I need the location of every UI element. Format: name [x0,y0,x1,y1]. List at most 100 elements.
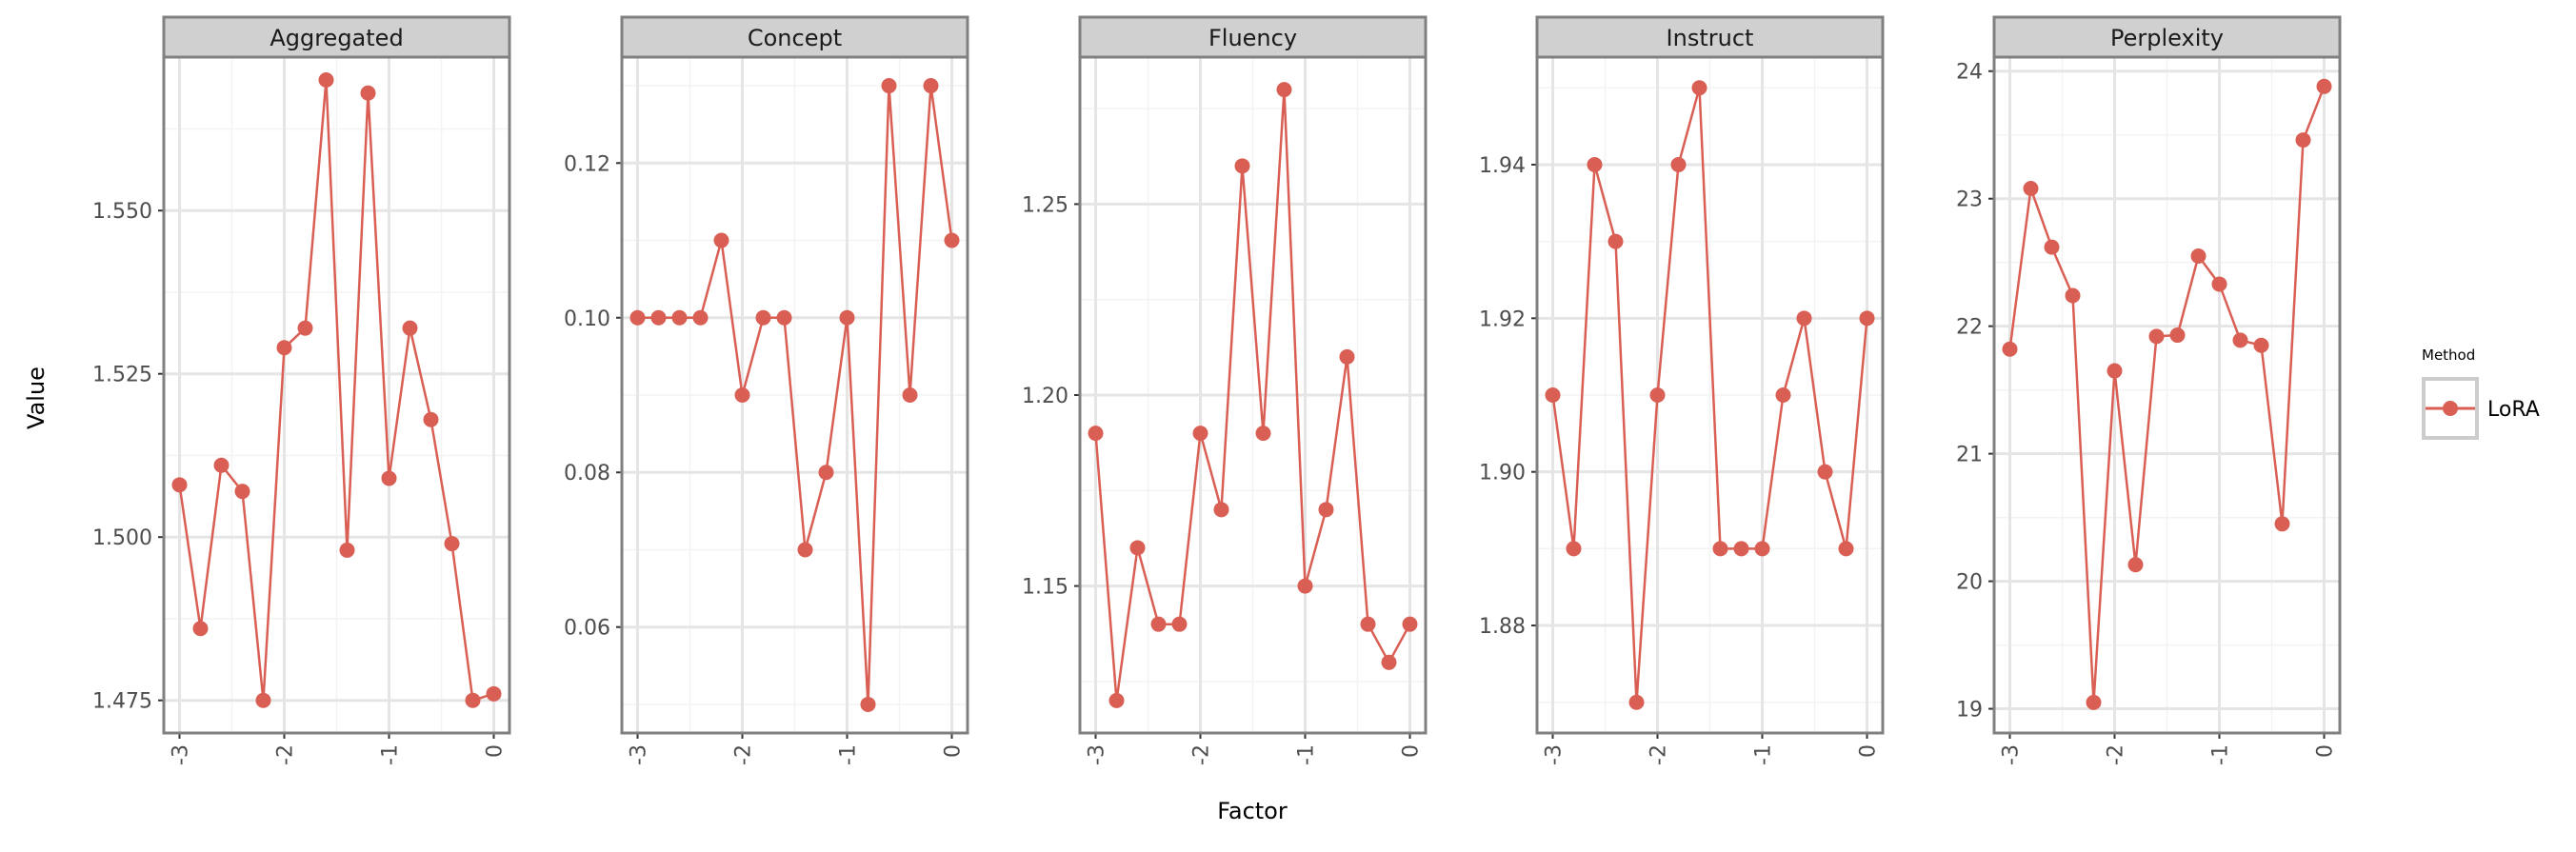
data-point [1587,156,1603,172]
facet-perplexity: Perplexity 19 20 21 22 23 24 -3 -2 -1 0 [1956,15,2342,765]
data-point [2253,337,2269,353]
data-point [650,309,667,326]
data-point [1171,616,1188,632]
facet-instruct: Instruct 1.88 1.90 1.92 1.94 -3 -2 -1 0 [1479,15,1885,765]
y-axis-title: Value [23,367,50,429]
data-point [465,692,481,708]
data-point [1213,502,1229,518]
legend-key-point [2443,401,2458,416]
data-point [1255,426,1271,442]
data-point [213,457,230,473]
facet-title: Fluency [1208,25,1297,51]
data-point [1545,387,1561,403]
data-point [1108,692,1125,708]
data-point [944,232,960,248]
data-point [2086,694,2102,710]
data-point [1817,464,1833,480]
facet-concept: Concept 0.06 0.08 0.10 0.12 -3 -2 -1 0 [564,15,969,765]
data-point [171,477,188,493]
data-point [2190,248,2207,264]
x-tick-label: 0 [1400,744,1424,758]
facet-title: Concept [748,25,842,51]
x-tick-label: -1 [2209,744,2233,765]
y-tick-label: 0.08 [564,462,610,485]
data-point [1234,158,1250,174]
data-point [818,465,834,481]
y-tick-label: 21 [1956,444,1983,467]
facet-aggregated: Aggregated 1.475 1.500 1.525 1.550 -3 -2 -1 0 [92,15,511,765]
data-point [423,411,439,427]
data-point [1150,616,1167,632]
facet-title: Instruct [1667,25,1754,51]
panel-border [1078,55,1428,735]
y-tick-label: 0.06 [564,617,610,641]
facet-title: Aggregated [270,25,403,51]
x-tick-label: 0 [1857,744,1881,758]
data-point [755,309,771,326]
series-line-lora [1094,88,1411,703]
series-line-lora [178,78,494,702]
x-tick-label: 0 [942,744,966,758]
data-point [2065,287,2081,304]
data-point [2023,180,2039,196]
x-tick-label: -2 [1647,744,1671,765]
y-tick-label: 20 [1956,571,1983,595]
data-point [2127,557,2144,573]
y-tick-label: 1.15 [1022,576,1068,600]
y-tick-label: 1.90 [1479,462,1526,485]
facet-title: Perplexity [2110,25,2224,51]
x-tick-label: -3 [1086,744,1109,765]
y-tick-label: 1.550 [92,200,152,224]
panel-border [1535,55,1885,735]
y-tick-label: 1.500 [92,526,152,550]
legend-title: Method [2422,347,2475,364]
data-point [1754,541,1770,557]
data-point [2002,341,2018,357]
data-point [902,387,918,403]
data-point [2148,328,2165,345]
data-point [2295,132,2311,149]
data-point [797,542,813,558]
y-tick-label: 1.94 [1479,154,1526,178]
data-point [1712,541,1728,557]
y-tick-label: 1.20 [1022,385,1068,408]
data-point [1381,654,1397,670]
data-point [1670,156,1687,172]
data-point [1733,541,1749,557]
data-point [1192,426,1208,442]
data-point [1775,387,1791,403]
data-point [1566,541,1582,557]
data-point [1796,310,1812,327]
data-point [1649,387,1666,403]
data-point [2044,239,2060,255]
x-tick-label: -3 [628,744,651,765]
facets-layer: Aggregated 1.475 1.500 1.525 1.550 -3 -2 -1 0 Con… [92,15,2342,765]
data-point [1276,82,1292,98]
x-tick-label: -2 [1190,744,1214,765]
data-point [1297,578,1313,594]
data-point [1402,616,1418,632]
data-point [2107,363,2123,379]
y-tick-label: 22 [1956,316,1983,340]
y-tick-label: 1.475 [92,690,152,714]
facet-strip [1078,15,1428,59]
series-line-lora [2008,86,2326,704]
y-tick-label: 1.88 [1479,615,1526,639]
data-point [629,309,646,326]
x-tick-label: -1 [1295,744,1319,765]
y-tick-label: 24 [1956,61,1983,85]
data-point [360,85,376,101]
x-tick-label: -1 [837,744,861,765]
y-tick-label: 1.525 [92,364,152,387]
legend: Method LoRA [2422,347,2540,440]
data-point [276,340,292,356]
data-point [1859,310,1875,327]
x-tick-label: -3 [170,744,193,765]
x-tick-label: -3 [2000,744,2024,765]
x-tick-label: -1 [379,744,403,765]
data-point [923,78,939,94]
y-tick-label: 0.12 [564,152,610,176]
x-tick-label: -2 [274,744,298,765]
data-point [1088,426,1104,442]
